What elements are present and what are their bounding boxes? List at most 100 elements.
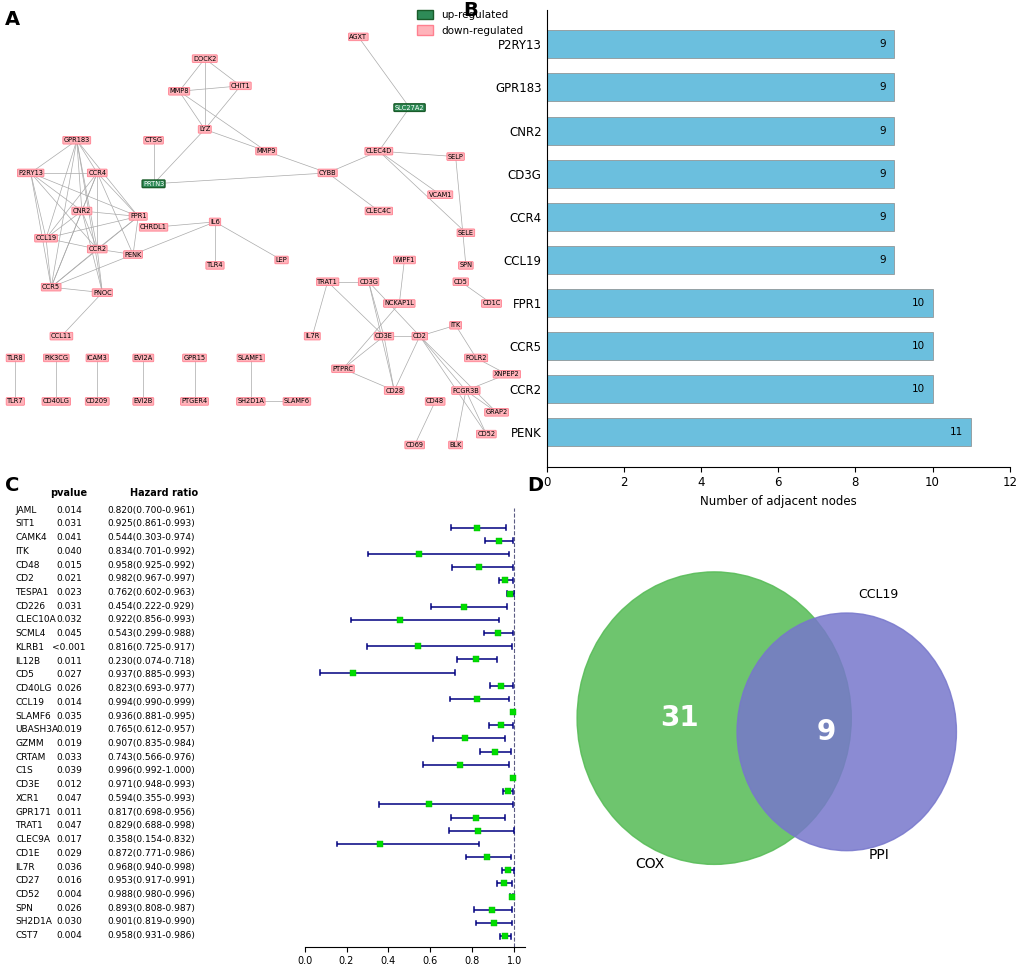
Text: C1S: C1S — [15, 766, 33, 776]
Text: CCR4: CCR4 — [88, 170, 106, 176]
Text: CD1C: CD1C — [482, 300, 500, 306]
Text: GZMM: GZMM — [15, 739, 44, 748]
Text: 0.817(0.698-0.956): 0.817(0.698-0.956) — [107, 808, 196, 816]
Text: 0.743(0.566-0.976): 0.743(0.566-0.976) — [107, 753, 195, 762]
Text: CYBB: CYBB — [319, 170, 336, 176]
Text: GRAP2: GRAP2 — [485, 410, 507, 415]
Text: CD48: CD48 — [426, 398, 444, 405]
Text: 9: 9 — [878, 255, 886, 265]
Text: PIK3CG: PIK3CG — [44, 355, 68, 361]
Text: 0.023: 0.023 — [56, 588, 82, 597]
Text: 0.922(0.856-0.993): 0.922(0.856-0.993) — [107, 615, 195, 624]
Text: SELP: SELP — [447, 154, 463, 159]
Text: CD48: CD48 — [15, 560, 40, 570]
Text: 0.988(0.980-0.996): 0.988(0.980-0.996) — [107, 890, 196, 899]
Text: IL7R: IL7R — [305, 333, 319, 339]
Text: 0.033: 0.033 — [56, 753, 82, 762]
Text: CD226: CD226 — [15, 602, 46, 611]
Text: Hazard ratio: Hazard ratio — [129, 488, 198, 497]
Text: B: B — [463, 1, 478, 19]
Text: IL12B: IL12B — [15, 657, 41, 666]
Text: <0.001: <0.001 — [52, 643, 86, 652]
Text: 0.030: 0.030 — [56, 918, 82, 926]
Text: CCL19: CCL19 — [858, 588, 898, 601]
Bar — [546, 159, 893, 187]
Text: 0.012: 0.012 — [56, 781, 82, 789]
Text: WIPF1: WIPF1 — [394, 257, 414, 263]
Text: BLK: BLK — [449, 442, 462, 448]
Text: AGXT: AGXT — [350, 34, 367, 40]
Text: CAMK4: CAMK4 — [15, 533, 47, 542]
Text: 9: 9 — [878, 82, 886, 93]
Text: 31: 31 — [660, 704, 699, 732]
Text: 0.047: 0.047 — [56, 794, 82, 803]
Text: CLEC10A: CLEC10A — [15, 615, 56, 624]
Text: IL6: IL6 — [210, 219, 220, 225]
Text: COX: COX — [635, 858, 664, 871]
Text: 0.820(0.700-0.961): 0.820(0.700-0.961) — [107, 505, 195, 515]
Text: SLAMF1: SLAMF1 — [237, 355, 264, 361]
Text: MMP8: MMP8 — [169, 88, 189, 95]
Text: 0.971(0.948-0.993): 0.971(0.948-0.993) — [107, 781, 195, 789]
Text: 0.014: 0.014 — [56, 505, 82, 515]
Text: ITK: ITK — [15, 547, 30, 555]
Text: CD5: CD5 — [15, 670, 35, 679]
Text: CD3E: CD3E — [375, 333, 392, 339]
Bar — [546, 117, 893, 145]
Text: 0.953(0.917-0.991): 0.953(0.917-0.991) — [107, 876, 196, 885]
Text: SPN: SPN — [15, 904, 34, 913]
Bar — [546, 375, 931, 403]
Text: CD40LG: CD40LG — [43, 398, 69, 405]
Bar — [546, 31, 893, 58]
Text: FPR1: FPR1 — [129, 213, 147, 219]
Text: 9: 9 — [878, 40, 886, 49]
Text: 10: 10 — [911, 384, 924, 394]
Bar — [546, 245, 893, 273]
Text: GPR183: GPR183 — [63, 137, 90, 143]
Text: CLEC4D: CLEC4D — [366, 148, 391, 155]
Text: 0.958(0.931-0.986): 0.958(0.931-0.986) — [107, 931, 196, 940]
Text: CLEC4C: CLEC4C — [366, 208, 391, 214]
Text: VCAM1: VCAM1 — [428, 191, 451, 198]
Text: TLR7: TLR7 — [7, 398, 23, 405]
Text: 0.901(0.819-0.990): 0.901(0.819-0.990) — [107, 918, 196, 926]
Text: SPN: SPN — [459, 263, 472, 269]
Text: 0.937(0.885-0.993): 0.937(0.885-0.993) — [107, 670, 196, 679]
Text: SCML4: SCML4 — [15, 629, 46, 639]
Bar — [546, 418, 970, 446]
Text: 0.872(0.771-0.986): 0.872(0.771-0.986) — [107, 849, 195, 858]
Text: CD2: CD2 — [15, 575, 34, 583]
Text: CHRDL1: CHRDL1 — [140, 224, 167, 230]
Text: 0.026: 0.026 — [56, 684, 82, 694]
Text: 0.021: 0.021 — [56, 575, 82, 583]
Text: CD52: CD52 — [15, 890, 40, 899]
Text: CD5: CD5 — [453, 279, 468, 285]
Bar — [546, 289, 931, 317]
Text: 0.543(0.299-0.988): 0.543(0.299-0.988) — [107, 629, 195, 639]
Text: 0.936(0.881-0.995): 0.936(0.881-0.995) — [107, 712, 196, 721]
Text: PPI: PPI — [867, 848, 889, 863]
Text: 0.039: 0.039 — [56, 766, 82, 776]
Text: PRTN3: PRTN3 — [143, 181, 164, 186]
Text: 0.004: 0.004 — [56, 931, 82, 940]
Text: TLR4: TLR4 — [207, 263, 223, 269]
Text: CNR2: CNR2 — [72, 208, 91, 214]
Text: 0.765(0.612-0.957): 0.765(0.612-0.957) — [107, 725, 195, 734]
Text: MMP9: MMP9 — [256, 148, 275, 155]
Text: 10: 10 — [911, 341, 924, 351]
Text: ICAM3: ICAM3 — [87, 355, 108, 361]
Text: TESPA1: TESPA1 — [15, 588, 49, 597]
Text: TRAT1: TRAT1 — [317, 279, 337, 285]
Text: XNPEP2: XNPEP2 — [493, 371, 520, 378]
Text: 0.893(0.808-0.987): 0.893(0.808-0.987) — [107, 904, 196, 913]
Text: CST7: CST7 — [15, 931, 39, 940]
Text: CD40LG: CD40LG — [15, 684, 52, 694]
Text: SLAMF6: SLAMF6 — [283, 398, 310, 405]
Text: DOCK2: DOCK2 — [193, 56, 216, 62]
Text: 0.816(0.725-0.917): 0.816(0.725-0.917) — [107, 643, 195, 652]
Text: 0.968(0.940-0.998): 0.968(0.940-0.998) — [107, 863, 195, 871]
Text: FOLR2: FOLR2 — [465, 355, 486, 361]
Text: CD1E: CD1E — [15, 849, 40, 858]
Text: SELE: SELE — [458, 230, 474, 236]
Legend: up-regulated, down-regulated: up-regulated, down-regulated — [413, 6, 527, 40]
